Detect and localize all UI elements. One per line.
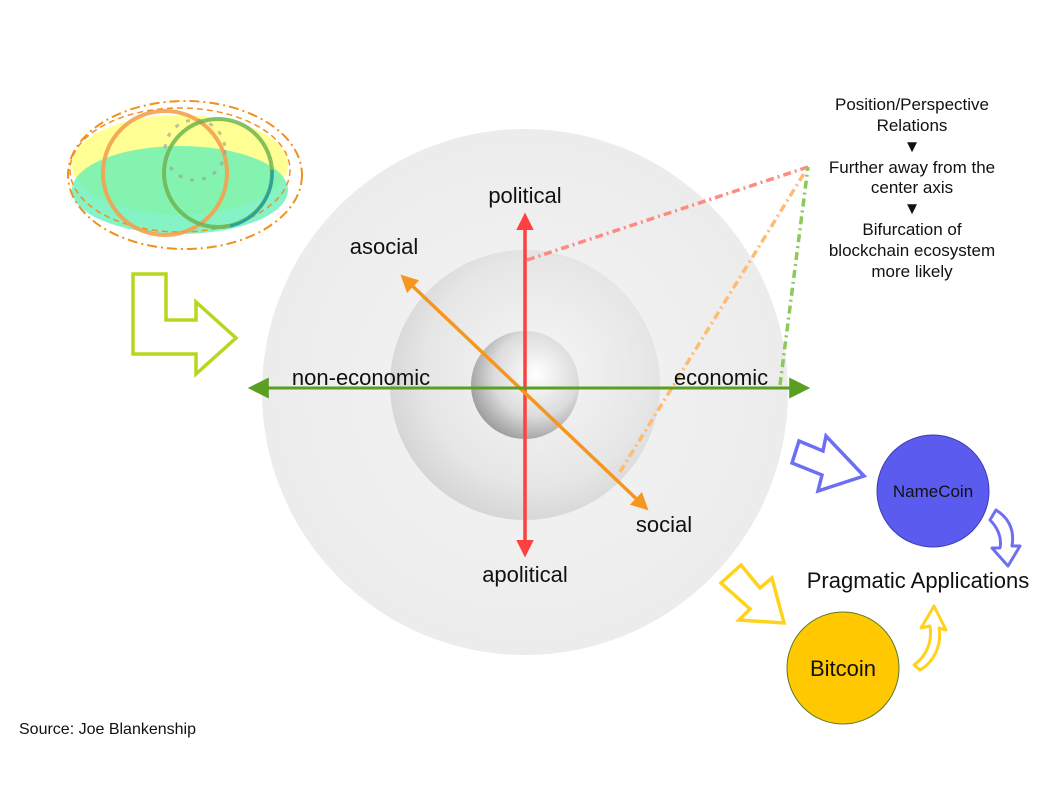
connector-social bbox=[618, 166, 810, 473]
venn-thumbnail-icon bbox=[67, 100, 303, 250]
note-down-arrow-icon: ▼ bbox=[904, 199, 921, 218]
notes-block: Position/Perspective Relations ▼ Further… bbox=[829, 95, 995, 281]
label-economic: economic bbox=[674, 365, 768, 390]
blue-arrow-icon bbox=[789, 432, 868, 494]
yellow-curved-arrow-icon bbox=[912, 604, 948, 672]
note-line-4: center axis bbox=[871, 178, 953, 197]
note-line-1: Position/Perspective bbox=[835, 95, 989, 114]
namecoin-label: NameCoin bbox=[893, 482, 973, 501]
lime-bent-arrow-icon bbox=[131, 272, 239, 378]
namecoin-node bbox=[876, 434, 990, 548]
note-line-5: Bifurcation of bbox=[862, 220, 961, 239]
bitcoin-node bbox=[786, 611, 900, 725]
note-line-3: Further away from the bbox=[829, 158, 995, 177]
bitcoin-label: Bitcoin bbox=[810, 656, 876, 681]
blue-curved-arrow-icon bbox=[988, 508, 1022, 568]
note-line-7: more likely bbox=[871, 262, 953, 281]
label-non-economic: non-economic bbox=[292, 365, 430, 390]
source-caption: Source: Joe Blankenship bbox=[19, 721, 196, 738]
note-down-arrow-icon: ▼ bbox=[904, 137, 921, 156]
label-political: political bbox=[488, 183, 561, 208]
note-line-2: Relations bbox=[877, 116, 948, 135]
label-social: social bbox=[636, 512, 692, 537]
label-asocial: asocial bbox=[350, 234, 418, 259]
note-line-6: blockchain ecosystem bbox=[829, 241, 995, 260]
connector-economic bbox=[778, 166, 810, 386]
connector-political bbox=[526, 165, 809, 262]
label-apolitical: apolitical bbox=[482, 562, 568, 587]
pragmatic-applications-label: Pragmatic Applications bbox=[807, 568, 1030, 593]
yellow-arrow-icon bbox=[718, 562, 787, 625]
